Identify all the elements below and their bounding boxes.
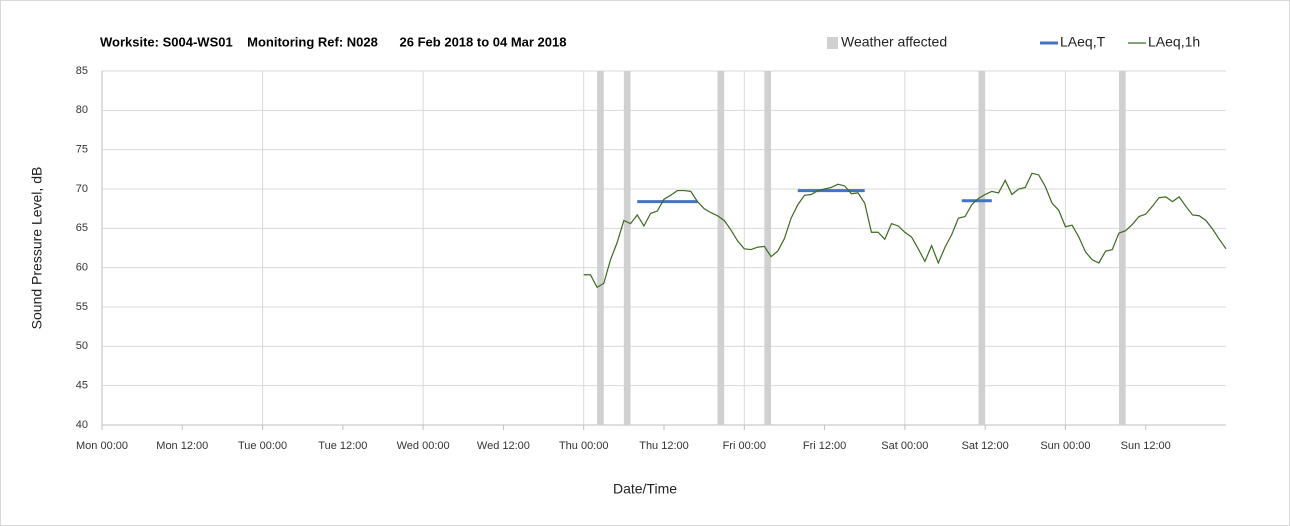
legend-swatch <box>827 37 838 49</box>
laeq-1h-line <box>583 172 1227 289</box>
x-tick-label: Tue 00:00 <box>238 440 287 452</box>
y-tick-label: 60 <box>76 262 88 274</box>
x-tick-label: Mon 00:00 <box>76 440 128 452</box>
x-tick-label: Wed 12:00 <box>477 440 530 452</box>
weather-band <box>764 71 772 425</box>
y-tick-label: 65 <box>76 222 88 234</box>
chart-title: Worksite: S004-WS01 Monitoring Ref: N028… <box>100 34 566 49</box>
weather-band <box>1118 71 1126 425</box>
y-tick-label: 50 <box>76 340 88 352</box>
x-tick-label: Sat 00:00 <box>881 440 928 452</box>
x-tick-label: Fri 12:00 <box>803 440 846 452</box>
legend-label: LAeq,1h <box>1148 34 1200 50</box>
y-tick-label: 80 <box>76 104 88 116</box>
y-tick-label: 70 <box>76 183 88 195</box>
x-tick-label: Sun 00:00 <box>1040 440 1090 452</box>
x-axis-label: Date/Time <box>613 481 677 497</box>
y-tick-label: 75 <box>76 144 88 156</box>
x-tick-label: Mon 12:00 <box>156 440 208 452</box>
x-tick-label: Fri 00:00 <box>723 440 766 452</box>
weather-band <box>717 71 725 425</box>
legend-label: Weather affected <box>841 34 947 50</box>
y-tick-label: 40 <box>76 419 88 431</box>
x-tick-label: Thu 00:00 <box>559 440 609 452</box>
weather-band <box>623 71 631 425</box>
weather-band <box>597 71 604 425</box>
legend-label: LAeq,T <box>1060 34 1106 50</box>
y-tick-label: 45 <box>76 380 88 392</box>
x-tick-label: Tue 12:00 <box>318 440 367 452</box>
x-tick-label: Thu 12:00 <box>639 440 689 452</box>
y-tick-label: 55 <box>76 301 88 313</box>
y-tick-label: 85 <box>76 65 88 77</box>
y-axis-label: Sound Pressure Level, dB <box>29 167 45 330</box>
weather-band <box>978 71 986 425</box>
x-tick-label: Wed 00:00 <box>397 440 450 452</box>
x-tick-label: Sat 12:00 <box>962 440 1009 452</box>
x-tick-label: Sun 12:00 <box>1121 440 1171 452</box>
